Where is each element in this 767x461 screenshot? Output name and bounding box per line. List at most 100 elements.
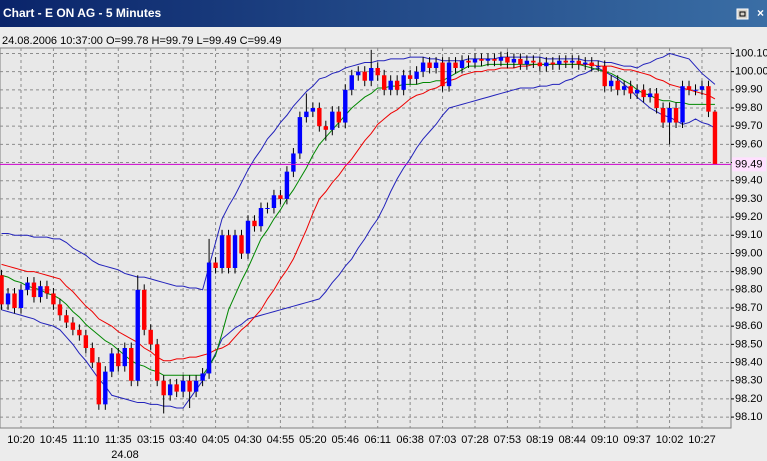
x-tick-label: 04:55 <box>267 434 295 446</box>
candle-body <box>330 111 335 130</box>
axes: 100.10100.0099.9099.8099.7099.6099.5099.… <box>7 47 767 461</box>
candle-body <box>557 60 562 65</box>
maximize-button[interactable] <box>736 8 749 20</box>
candle-body <box>511 58 517 63</box>
candle-body <box>5 293 11 305</box>
candle-body <box>213 262 218 268</box>
candle-body <box>667 108 672 123</box>
candle-body <box>544 62 549 67</box>
candle-body <box>446 62 452 87</box>
candle-body <box>550 62 556 65</box>
candle-body <box>388 80 393 90</box>
x-tick-label: 05:20 <box>299 434 327 446</box>
y-tick-label: 100.10 <box>735 47 767 59</box>
candle-body <box>524 60 530 65</box>
candle-body <box>90 348 95 363</box>
candle-body <box>278 195 283 199</box>
candle-body <box>492 58 497 61</box>
candle-body <box>466 60 471 63</box>
candle-body <box>116 353 121 367</box>
title-bar <box>0 0 767 27</box>
y-tick-label: 98.40 <box>735 356 763 368</box>
candle-body <box>12 293 17 308</box>
candle-body <box>77 329 82 336</box>
candle-body <box>537 62 543 67</box>
candle-body <box>219 235 225 268</box>
window-buttons[interactable]: × <box>736 6 764 20</box>
candle-body <box>660 108 666 123</box>
info-line: 24.08.2006 10:37:00 O=99.78 H=99.79 L=99… <box>2 35 282 47</box>
y-tick-label: 99.20 <box>735 211 763 223</box>
y-tick-label: 99.70 <box>735 120 763 132</box>
candle-body <box>518 58 523 65</box>
indicator-line <box>1 67 716 409</box>
candle-body <box>583 62 588 65</box>
candle-body <box>135 289 140 381</box>
candle-body <box>271 195 277 208</box>
candle-body <box>226 235 231 268</box>
candle-body <box>291 153 296 172</box>
candle-body <box>472 58 478 63</box>
y-tick-label: 100.00 <box>735 66 767 78</box>
y-tick-label: 99.30 <box>735 193 763 205</box>
x-tick-label: 04:30 <box>234 434 262 446</box>
candle-body <box>310 108 316 112</box>
candle-body <box>570 60 575 63</box>
candle-body <box>414 71 419 79</box>
candle-body <box>38 286 43 298</box>
indicator-line <box>1 63 716 362</box>
y-tick-label: 99.40 <box>735 175 763 187</box>
plot <box>0 48 731 428</box>
candle-body <box>453 62 458 68</box>
y-tick-label: 98.50 <box>735 338 763 350</box>
x-tick-label: 08:19 <box>526 434 554 446</box>
maximize-icon <box>739 11 746 17</box>
candle-body <box>265 208 270 209</box>
candle-body <box>485 58 491 61</box>
candle-body <box>258 208 264 227</box>
x-tick-label: 10:45 <box>40 434 68 446</box>
candle-body <box>51 293 56 305</box>
candle-body <box>589 62 594 67</box>
candle-body <box>83 335 89 348</box>
candle-body <box>284 171 290 199</box>
y-tick-label: 98.90 <box>735 266 763 278</box>
candle-body <box>239 235 244 254</box>
candle-body <box>641 89 646 98</box>
candle-body <box>161 380 166 396</box>
candle-body <box>362 71 367 81</box>
candle-body <box>148 329 153 345</box>
candle-body <box>25 282 30 290</box>
candle-body <box>394 80 400 90</box>
candle-body <box>375 68 380 76</box>
x-tick-label: 10:02 <box>656 434 684 446</box>
candle-body <box>369 68 374 81</box>
candle-body <box>304 111 309 118</box>
candle-body <box>109 353 114 372</box>
candle-body <box>699 86 705 90</box>
candle-body <box>531 60 536 63</box>
chart-title: Chart - E ON AG - 5 Minutes <box>3 6 162 20</box>
y-tick-label: 99.00 <box>735 247 763 259</box>
candle-body <box>420 62 426 72</box>
candle-body <box>167 384 173 396</box>
candle-body <box>608 80 614 87</box>
x-tick-label: 03:15 <box>137 434 165 446</box>
y-tick-label: 98.30 <box>735 375 763 387</box>
candle-body <box>427 62 432 68</box>
candle-body <box>64 315 69 323</box>
candle-body <box>343 89 348 123</box>
y-tick-label: 98.60 <box>735 320 763 332</box>
y-tick-label: 98.20 <box>735 393 763 405</box>
candle-body <box>297 117 303 154</box>
close-button[interactable]: × <box>757 6 764 20</box>
x-tick-label: 08:44 <box>559 434 587 446</box>
x-tick-label: 05:46 <box>332 434 360 446</box>
y-tick-label: 98.70 <box>735 302 763 314</box>
last-price-box <box>732 157 766 172</box>
y-tick-label: 99.10 <box>735 229 763 241</box>
candle-body <box>602 66 607 87</box>
candle-body <box>44 286 50 294</box>
y-tick-label: 98.10 <box>735 411 763 423</box>
candle-body <box>647 93 653 98</box>
